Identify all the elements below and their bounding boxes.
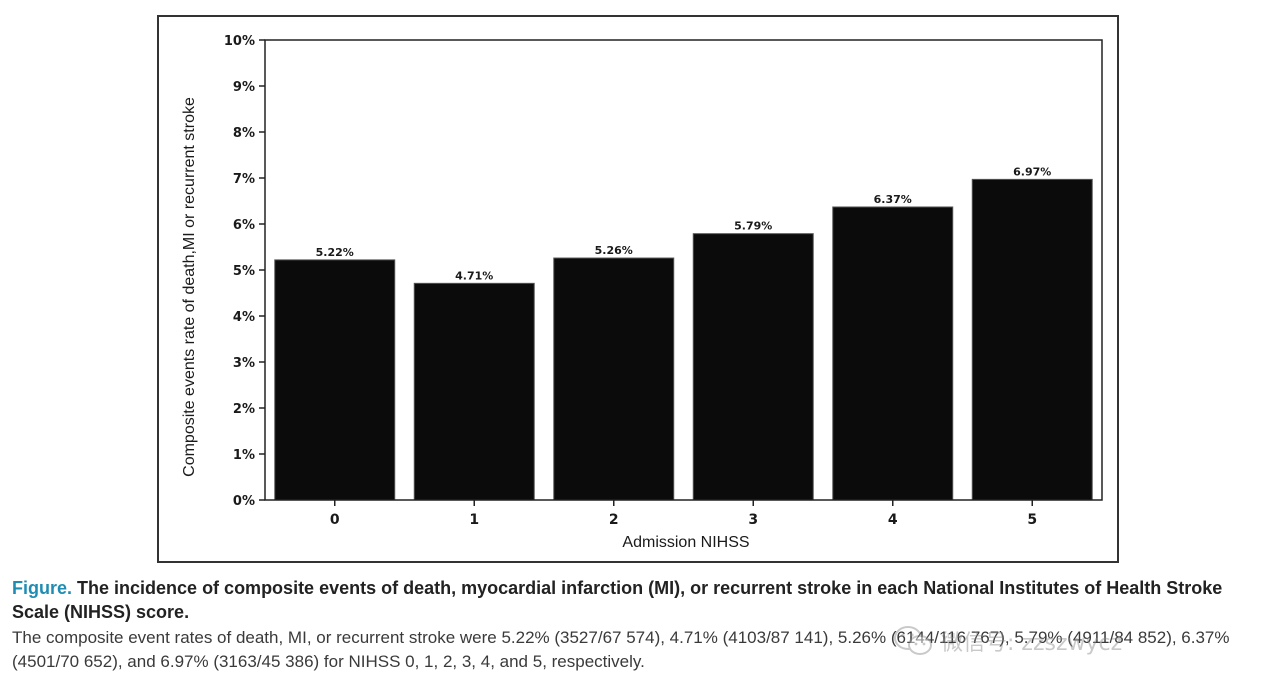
y-axis: 0% 1% 2% 3% 4% 5% 6% 7% 8% 9% 10% <box>224 34 265 509</box>
y-tick-label: 1% <box>233 448 255 463</box>
plot-area-border <box>264 39 1103 501</box>
x-tick-label: 1 <box>469 512 479 528</box>
y-tick-label: 6% <box>233 218 255 233</box>
bar-chart: Composite events rate of death,MI or rec… <box>181 34 1103 551</box>
x-tick-label: 0 <box>330 512 340 528</box>
x-tick-label: 4 <box>888 512 898 528</box>
bar-data-label: 5.79% <box>734 220 772 233</box>
x-axis-title: Admission NIHSS <box>622 534 749 551</box>
x-axis: 0 1 2 3 4 5 <box>330 500 1037 528</box>
figure-caption: Figure. The incidence of composite event… <box>12 576 1274 674</box>
chart-frame: Composite events rate of death,MI or rec… <box>157 15 1119 563</box>
y-tick-label: 4% <box>233 310 255 325</box>
x-tick-label: 5 <box>1027 512 1037 528</box>
y-tick-label: 8% <box>233 126 255 141</box>
bar-data-label: 4.71% <box>455 269 493 282</box>
bar-data-label: 6.37% <box>874 193 912 206</box>
y-tick-label: 9% <box>233 80 255 95</box>
y-tick-label: 7% <box>233 172 255 187</box>
caption-title: The incidence of composite events of dea… <box>12 578 1223 622</box>
bar <box>413 282 535 501</box>
y-tick-label: 2% <box>233 402 255 417</box>
y-tick-label: 5% <box>233 264 255 279</box>
bar <box>832 206 954 501</box>
x-tick-label: 2 <box>609 512 619 528</box>
bar-data-label: 6.97% <box>1013 165 1051 178</box>
bar <box>692 233 814 501</box>
caption-body: The composite event rates of death, MI, … <box>12 628 1230 671</box>
y-tick-label: 3% <box>233 356 255 371</box>
y-axis-title: Composite events rate of death,MI or rec… <box>181 97 198 477</box>
bar <box>274 259 396 501</box>
bar-data-label: 5.26% <box>595 244 633 257</box>
bars-group: 5.22% 4.71% 5.26% 5.79% 6.37% 6.97% <box>274 165 1093 501</box>
caption-lead: Figure. <box>12 578 73 598</box>
caption-heading: Figure. The incidence of composite event… <box>12 576 1274 624</box>
y-tick-label: 0% <box>233 494 255 509</box>
x-tick-label: 3 <box>748 512 758 528</box>
y-tick-label: 10% <box>224 34 255 49</box>
bar-data-label: 5.22% <box>316 246 354 259</box>
bar <box>971 178 1093 501</box>
bar <box>553 257 675 501</box>
